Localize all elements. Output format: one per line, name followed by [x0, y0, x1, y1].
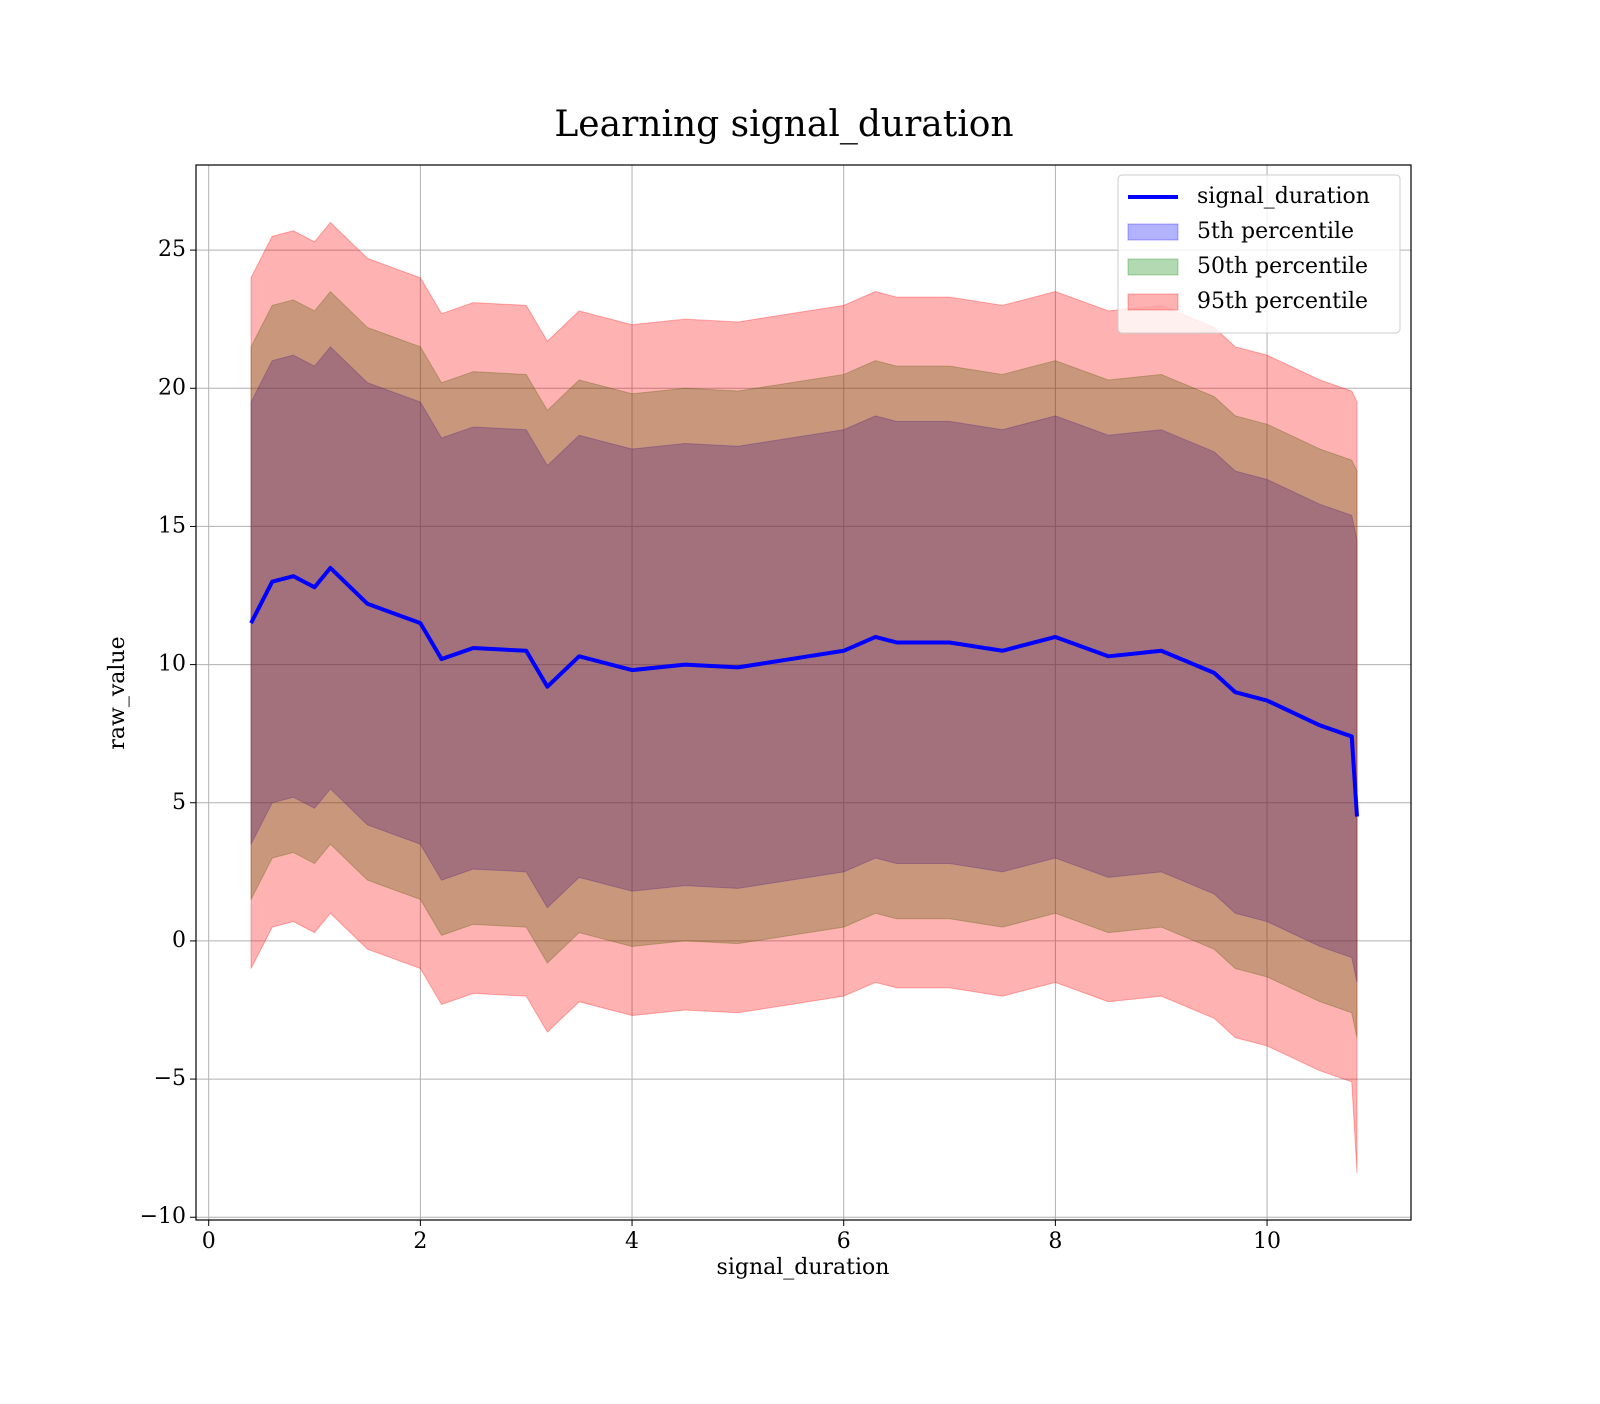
legend-swatch — [1127, 258, 1179, 276]
y-tick-label: 10 — [158, 652, 186, 677]
percentile-band — [250, 346, 1358, 983]
y-tick-label: 5 — [172, 790, 186, 815]
x-axis-label: signal_duration — [717, 1255, 890, 1280]
legend-swatch — [1127, 293, 1179, 311]
legend-swatch — [1127, 223, 1179, 241]
legend-label: 5th percentile — [1197, 219, 1354, 244]
percentile-band — [250, 221, 1358, 1174]
y-tick-label: −5 — [154, 1066, 186, 1091]
y-axis-label: raw_value — [105, 636, 130, 749]
x-tick-label: 2 — [413, 1229, 427, 1254]
x-tick-label: 10 — [1253, 1229, 1281, 1254]
percentile-band — [250, 290, 1358, 1038]
y-tick-label: 0 — [172, 928, 186, 953]
grid — [196, 165, 1411, 1220]
plot-frame — [195, 164, 1412, 1221]
y-tick-label: −10 — [140, 1204, 186, 1229]
y-tick-label: 20 — [158, 375, 186, 400]
x-tick-label: 0 — [202, 1229, 216, 1254]
legend-label: 95th percentile — [1197, 289, 1368, 314]
legend-box — [1117, 174, 1401, 334]
chart-title: Learning signal_duration — [554, 104, 1013, 145]
x-tick-label: 6 — [837, 1229, 851, 1254]
legend-label: 50th percentile — [1197, 254, 1368, 279]
legend-label: signal_duration — [1197, 184, 1370, 209]
x-tick-label: 4 — [625, 1229, 639, 1254]
series-line — [249, 565, 1360, 817]
legend: signal_duration 5th percentile 50th percen… — [1117, 174, 1401, 334]
y-tick-label: 25 — [158, 237, 186, 262]
y-tick-label: 15 — [158, 513, 186, 538]
x-tick-label: 8 — [1048, 1229, 1062, 1254]
